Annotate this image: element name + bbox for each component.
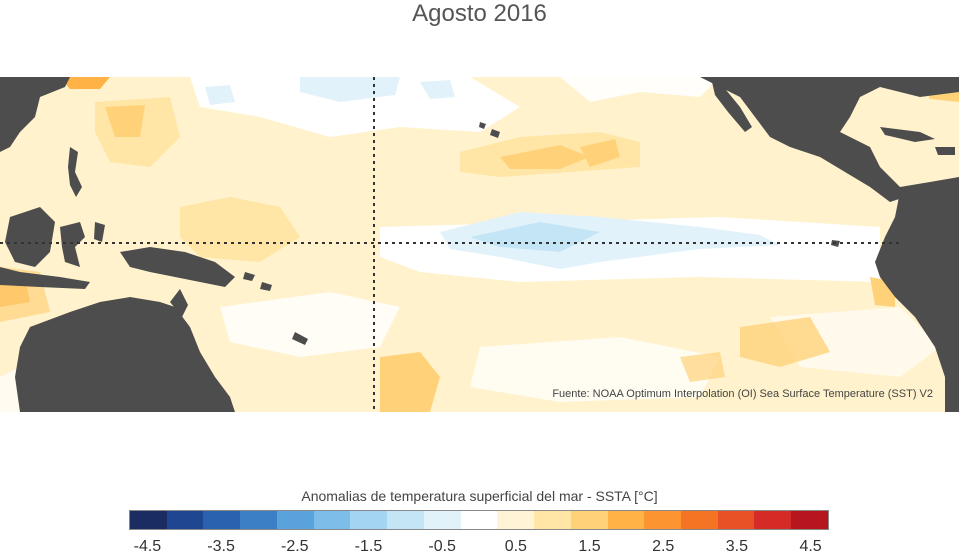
legend-tick-label: -4.5 — [133, 538, 162, 555]
land-solomon-2 — [260, 282, 272, 291]
warm-anomaly-northwest-hotspot — [60, 77, 110, 89]
warm-anomaly-northwest-core — [105, 105, 145, 137]
warm-anomaly-north-central-core — [500, 145, 590, 169]
legend-swatch-2 — [203, 511, 241, 529]
land-asia — [0, 77, 70, 152]
legend-tick-label: 3.5 — [725, 538, 749, 555]
warm-anomaly-south-central — [380, 352, 440, 412]
legend-tick-label: 1.5 — [578, 538, 601, 555]
legend-swatch-8 — [423, 511, 461, 529]
land-philippines — [68, 147, 82, 197]
neutral-zone-south-center — [220, 292, 400, 357]
land-hawaii-2 — [490, 129, 500, 138]
cool-anomaly-north-3 — [420, 80, 455, 99]
legend-title: Anomalias de temperatura superficial del… — [301, 488, 658, 504]
legend-swatch-0 — [130, 511, 167, 529]
warm-anomaly-south-east — [740, 317, 830, 367]
legend-swatch-5 — [313, 511, 351, 529]
legend-swatch-14 — [644, 511, 682, 529]
sst-anomaly-map — [0, 77, 959, 412]
color-legend-bar — [129, 510, 829, 530]
land-borneo — [5, 207, 55, 267]
land-baja — [712, 82, 752, 132]
legend-swatch-10 — [497, 511, 535, 529]
land-new-caledonia — [292, 332, 308, 345]
warm-anomaly-west-warm-pool — [180, 197, 300, 262]
legend-swatch-16 — [717, 511, 755, 529]
legend-swatch-13 — [607, 511, 645, 529]
land-south-america — [875, 177, 959, 412]
legend-tick-label: -3.5 — [207, 538, 235, 555]
legend-swatch-6 — [350, 511, 388, 529]
data-source-note: Fuente: NOAA Optimum Interpolation (OI) … — [552, 388, 933, 400]
land-java — [0, 267, 90, 289]
land-masses — [0, 77, 959, 412]
legend-tick-label: 4.5 — [799, 538, 822, 555]
legend-swatch-15 — [681, 511, 718, 529]
map-title: Agosto 2016 — [412, 0, 547, 27]
land-hawaii-1 — [479, 122, 486, 129]
legend-tick-label: 0.5 — [504, 538, 527, 555]
land-halmahera — [94, 222, 105, 242]
neutral-zone-north-east — [560, 77, 720, 102]
land-cape-york — [170, 289, 188, 317]
legend-swatch-17 — [754, 511, 792, 529]
land-new-guinea — [120, 247, 235, 287]
land-mexico — [700, 77, 959, 202]
legend-tick-label: 2.5 — [652, 538, 675, 555]
legend-tick-label: -2.5 — [280, 538, 309, 555]
land-solomon-1 — [243, 272, 255, 281]
legend-swatch-4 — [276, 511, 314, 529]
legend-swatch-11 — [534, 511, 571, 529]
cool-anomaly-equator-core — [470, 222, 600, 252]
land-australia — [15, 297, 235, 412]
legend-swatch-7 — [387, 511, 424, 529]
legend-tick-label: -0.5 — [428, 538, 456, 555]
warm-anomaly-north-central-core-2 — [580, 139, 620, 167]
land-sulawesi — [60, 222, 85, 267]
legend-tick-labels: -4.5 -3.5 -2.5 -1.5 -0.5 0.5 1.5 2.5 3.5 4.5 — [0, 538, 959, 557]
warm-anomaly-south-center-small — [680, 352, 725, 382]
legend-swatch-1 — [166, 511, 204, 529]
legend-swatch-18 — [791, 511, 828, 529]
neutral-zone-south-east — [470, 337, 720, 402]
land-hispaniola — [935, 147, 955, 155]
legend-tick-label: -1.5 — [354, 538, 383, 555]
cool-anomaly-north-1 — [300, 77, 400, 102]
legend-swatch-3 — [240, 511, 277, 529]
cool-anomaly-north-2 — [205, 85, 235, 105]
legend-swatch-9 — [460, 511, 498, 529]
land-cuba — [880, 127, 935, 142]
legend-swatch-12 — [570, 511, 608, 529]
